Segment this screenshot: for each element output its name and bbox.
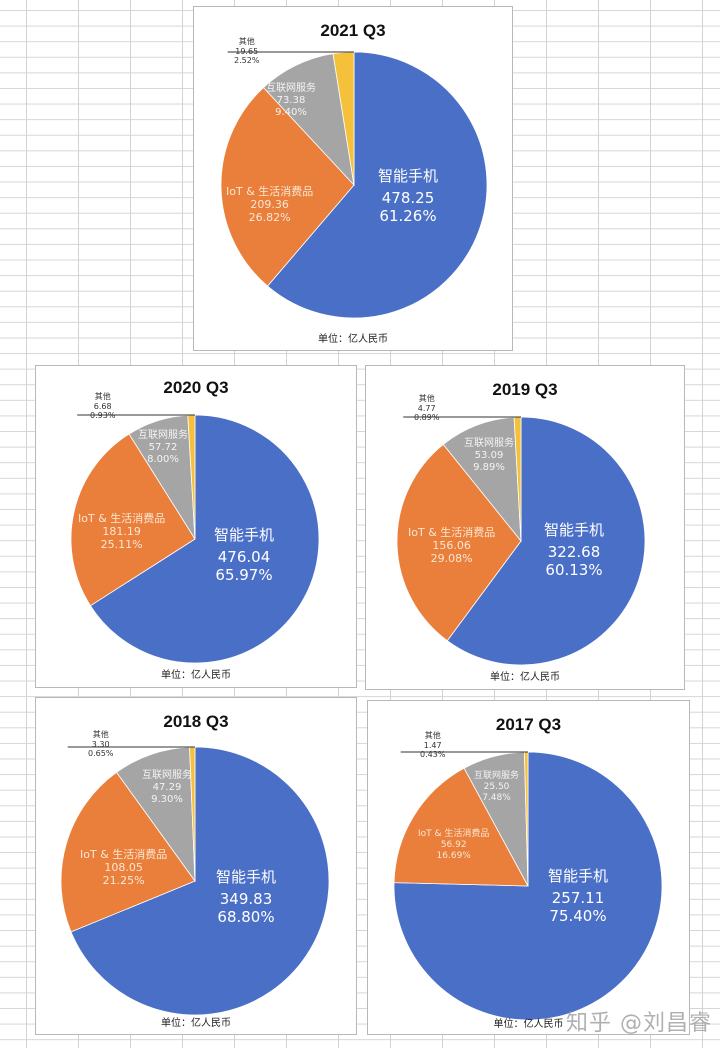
slice-smartphone	[89, 414, 320, 664]
pie-card-2017-q3: 2017 Q3 其他 1.47 0.43% 互联网服务 25.50 7.48% …	[367, 700, 690, 1035]
pie-chart	[60, 746, 330, 1016]
pie-card-2018-q3: 2018 Q3 其他 3.30 0.65% 互联网服务 47.29 9.30% …	[35, 697, 357, 1035]
chart-title: 2021 Q3	[320, 21, 386, 40]
chart-title: 2019 Q3	[492, 380, 558, 399]
label-other: 其他 4.77 0.89%	[414, 394, 440, 423]
label-internet: 互联网服务 47.29 9.30%	[142, 770, 192, 805]
unit-label: 单位：亿人民币	[318, 334, 388, 345]
label-other: 其他 1.47 0.43%	[420, 731, 446, 760]
label-smartphone: 智能手机 257.11 75.40%	[548, 867, 609, 925]
slice-iot	[60, 771, 196, 933]
label-other: 其他 3.30 0.65%	[88, 730, 114, 759]
pie-card-2019-q3: 2019 Q3 其他 4.77 0.89% 互联网服务 53.09 9.89% …	[365, 365, 685, 690]
label-iot: IoT & 生活消费品 156.06 29.08%	[408, 526, 496, 566]
label-smartphone: 智能手机 478.25 61.26%	[378, 167, 439, 225]
slice-iot	[220, 87, 355, 287]
unit-label: 单位：亿人民币	[161, 670, 231, 681]
slice-iot	[393, 767, 529, 887]
chart-title: 2018 Q3	[163, 712, 229, 731]
unit-label: 单位：亿人民币	[161, 1018, 231, 1029]
slice-internet	[262, 53, 355, 187]
pie-chart	[396, 416, 646, 666]
label-smartphone: 智能手机 322.68 60.13%	[544, 521, 605, 579]
slice-smartphone	[446, 416, 646, 666]
label-iot: IoT & 生活消费品 108.05 21.25%	[80, 848, 168, 888]
chart-title: 2017 Q3	[495, 715, 562, 734]
label-internet: 互联网服务 73.38 9.40%	[266, 83, 316, 118]
label-iot: IoT & 生活消费品 56.92 16.69%	[418, 829, 490, 861]
slice-smartphone	[266, 51, 488, 319]
label-internet: 互联网服务 53.09 9.89%	[464, 438, 514, 473]
watermark: 知乎 @刘昌睿	[566, 1011, 712, 1036]
pie-chart	[70, 414, 320, 664]
chart-title: 2020 Q3	[163, 378, 229, 397]
slice-iot	[70, 433, 196, 607]
label-other: 其他 19.65 2.52%	[234, 37, 260, 66]
pie-card-2020-q3: 2020 Q3 其他 6.68 0.93% 互联网服务 57.72 8.00% …	[35, 365, 357, 688]
label-iot: IoT & 生活消费品 181.19 25.11%	[78, 512, 166, 552]
label-iot: IoT & 生活消费品 209.36 26.82%	[226, 185, 314, 225]
label-internet: 互联网服务 57.72 8.00%	[138, 430, 188, 465]
pie-chart	[220, 51, 488, 319]
slice-iot	[396, 443, 522, 642]
unit-label: 单位：亿人民币	[490, 672, 560, 683]
label-smartphone: 智能手机 349.83 68.80%	[216, 868, 277, 926]
label-internet: 互联网服务 25.50 7.48%	[474, 771, 520, 803]
pie-card-2021-q3: 2021 Q3 其他 19.65 2.52% 互联网服务 73.38 9.40%…	[193, 6, 513, 351]
label-other: 其他 6.68 0.93%	[90, 392, 116, 421]
slice-smartphone	[70, 746, 330, 1016]
pie-chart	[393, 751, 663, 1021]
label-smartphone: 智能手机 476.04 65.97%	[214, 526, 275, 584]
unit-label: 单位：亿人民币	[493, 1019, 564, 1030]
